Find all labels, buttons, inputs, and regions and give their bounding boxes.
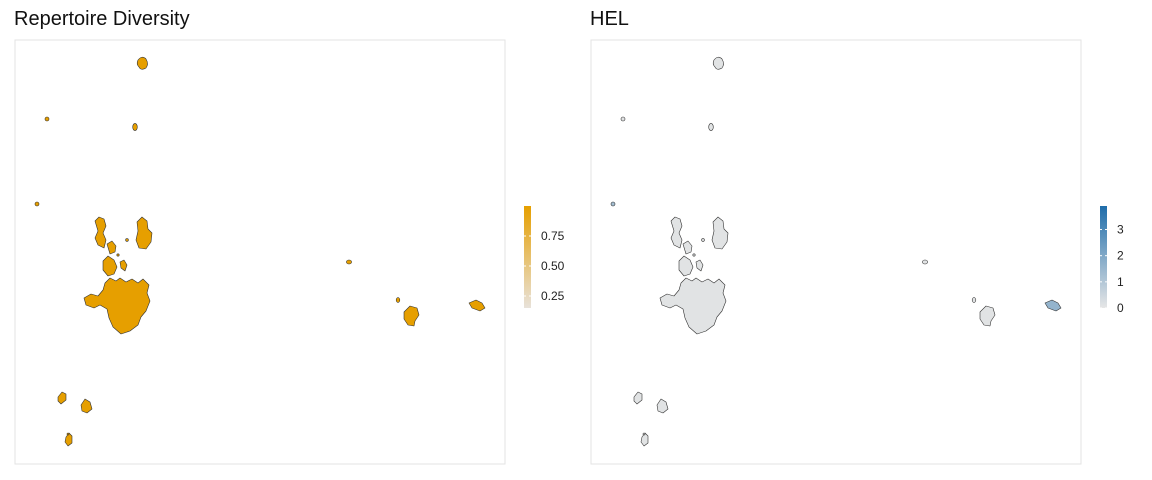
plot-area [590,39,1082,465]
cluster-main-cluster-0 [94,216,107,249]
colorbar-tick-label: 2 [1117,249,1124,263]
cluster-main-cluster-4 [119,259,128,272]
cluster-mid-right-dot-0 [346,259,352,265]
cluster-main-cluster-7 [116,253,120,257]
cluster-main-cluster-6 [125,238,129,242]
colorbar: 0 1 2 3 [1100,206,1124,315]
cluster-main-cluster-7 [692,253,696,257]
colorbar-tick-label: 1 [1117,275,1124,289]
cluster-bottom-left-c-1 [642,432,646,436]
repertoire-diversity-panel: Repertoire Diversity 0.25 0.50 0.75 [14,8,565,465]
cluster-bottom-left-c-1 [66,432,70,436]
cluster-main-cluster-1 [135,216,153,250]
cluster-bottom-left-c-0 [64,432,73,447]
plot-area [14,39,506,465]
cluster-upper-left-dot-0 [44,116,50,122]
colorbar-ticks: 0 1 2 3 [1100,223,1124,315]
colorbar-gradient [524,206,531,308]
cluster-main-cluster-2 [682,240,693,255]
hel-panel: HEL 0 1 2 3 [590,8,1124,465]
cluster-main-cluster-5 [83,277,151,335]
cluster-main-cluster-6 [701,238,705,242]
colorbar-tick-label: 0.25 [541,289,565,303]
cluster-left-dot-0 [610,201,616,207]
colorbar: 0.25 0.50 0.75 [524,206,565,308]
cluster-upper-small-0 [132,123,138,131]
colorbar-tick-label: 0 [1117,301,1124,315]
cluster-main-cluster-2 [106,240,117,255]
cluster-right-cluster-a-1 [979,305,996,327]
colorbar-tick-label: 0.50 [541,259,565,273]
panel-title: HEL [590,8,629,30]
colorbar-tick-label: 0.75 [541,229,565,243]
cluster-main-cluster-5 [659,277,727,335]
cluster-upper-left-dot-0 [620,116,626,122]
cluster-main-cluster-0 [670,216,683,249]
cluster-top-island-0 [712,56,724,70]
colorbar-gradient [1100,206,1107,308]
cluster-bottom-left-b-0 [80,398,93,414]
cluster-top-island-0 [136,56,148,70]
cluster-right-cluster-a-1 [403,305,420,327]
colorbar-tick-label: 3 [1117,223,1124,237]
cluster-mid-right-dot-0 [922,259,928,265]
cluster-bottom-left-b-0 [656,398,669,414]
cluster-left-dot-0 [34,201,40,207]
cluster-right-cluster-a-0 [971,297,977,303]
cluster-upper-small-0 [708,123,714,131]
cluster-main-cluster-4 [695,259,704,272]
cluster-bottom-left-a-0 [57,391,67,405]
panel-title: Repertoire Diversity [14,8,190,30]
cluster-main-cluster-1 [711,216,729,250]
cluster-right-cluster-a-0 [395,297,401,303]
colorbar-ticks: 0.25 0.50 0.75 [524,229,565,303]
cluster-bottom-left-a-0 [633,391,643,405]
cluster-main-cluster-3 [102,255,118,277]
cluster-main-cluster-3 [678,255,694,277]
cluster-bottom-left-c-0 [640,432,649,447]
cluster-right-cluster-b-0 [1044,299,1062,312]
cluster-right-cluster-b-0 [468,299,486,312]
cluster-layer [34,56,486,447]
cluster-layer [610,56,1062,447]
